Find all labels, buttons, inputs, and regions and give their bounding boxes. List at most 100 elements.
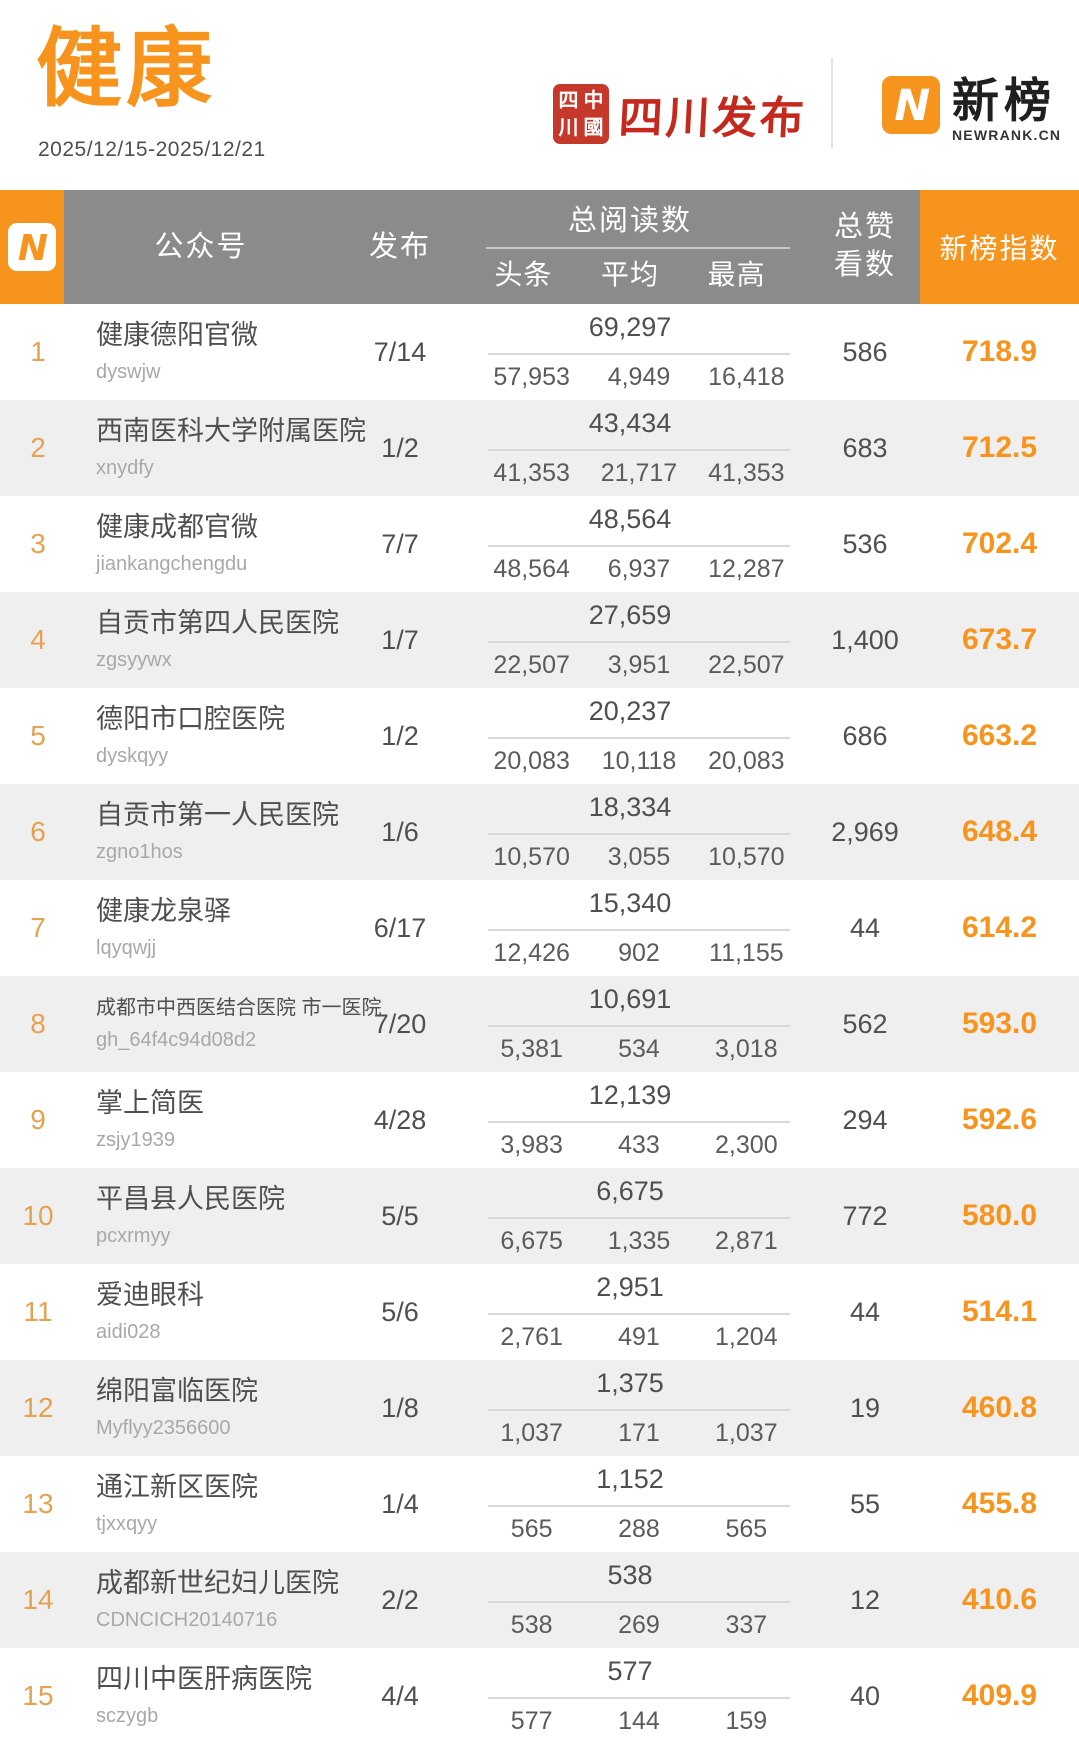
- account-id: lqyqwjj: [96, 936, 157, 959]
- publish-count: 2/2: [381, 1584, 419, 1615]
- average-reads-value: 269: [618, 1611, 660, 1639]
- total-reads-value: 43,434: [588, 408, 672, 438]
- max-reads-value: 20,083: [708, 747, 785, 775]
- rank-number: 15: [22, 1680, 54, 1711]
- reads-divider: [488, 737, 790, 739]
- average-reads-value: 21,717: [600, 459, 678, 487]
- newrank-wordmark: 新榜: [952, 74, 1056, 127]
- rank-number: 3: [30, 528, 46, 559]
- average-reads-value: 10,118: [601, 747, 677, 775]
- headline-reads-value: 10,570: [493, 843, 570, 871]
- sichuan-seal-icon: 四 中 川 國: [553, 84, 609, 144]
- account-name[interactable]: 爱迪眼科: [96, 1280, 204, 1311]
- table-row: 1 健康德阳官微 dyswjw 7/14 69,297 57,953 4,949…: [0, 304, 1079, 400]
- account-name[interactable]: 掌上简医: [96, 1088, 204, 1119]
- likes-count: 772: [842, 1200, 888, 1231]
- reads-cell: 577 577 144 159: [450, 1648, 810, 1744]
- total-reads-value: 12,139: [588, 1080, 672, 1110]
- account-cell: 爱迪眼科 aidi028: [76, 1264, 350, 1360]
- account-name[interactable]: 四川中医肝病医院: [96, 1664, 312, 1695]
- account-cell: 健康成都官微 jiankangchengdu: [76, 496, 350, 592]
- reads-divider: [488, 545, 790, 547]
- newrank-index-value: 580.0: [961, 1199, 1038, 1232]
- likes-count: 44: [849, 1296, 881, 1327]
- headline-reads-value: 41,353: [493, 459, 570, 487]
- account-name[interactable]: 西南医科大学附属医院: [96, 416, 366, 447]
- account-id: zgsyywx: [96, 648, 172, 671]
- total-reads-value: 27,659: [588, 600, 672, 630]
- account-name[interactable]: 德阳市口腔医院: [96, 704, 285, 735]
- table-header-logo-cell: N: [0, 190, 64, 304]
- account-name[interactable]: 通江新区医院: [96, 1472, 258, 1503]
- date-range: 2025/12/15-2025/12/21: [38, 138, 266, 161]
- likes-count: 683: [842, 432, 888, 463]
- reads-cell: 69,297 57,953 4,949 16,418: [450, 304, 810, 400]
- seal-char: 國: [583, 116, 604, 139]
- account-cell: 自贡市第一人民医院 zgno1hos: [76, 784, 350, 880]
- max-reads-value: 2,871: [715, 1227, 778, 1255]
- reads-divider: [488, 1217, 790, 1219]
- account-cell: 成都新世纪妇儿医院 CDNCICH20140716: [76, 1552, 350, 1648]
- header-reads-divider: [486, 247, 790, 249]
- account-cell: 健康德阳官微 dyswjw: [76, 304, 350, 400]
- newrank-index-value: 648.4: [961, 815, 1038, 848]
- col-header-account: 公众号: [154, 231, 248, 263]
- average-reads-value: 6,937: [607, 555, 671, 583]
- max-reads-value: 2,300: [715, 1131, 778, 1159]
- likes-count: 294: [842, 1104, 888, 1135]
- account-id: zgno1hos: [96, 840, 183, 863]
- newrank-index-value: 614.2: [961, 911, 1038, 944]
- likes-count: 40: [849, 1680, 881, 1711]
- account-name[interactable]: 成都市中西医结合医院 市一医院: [96, 996, 382, 1019]
- newrank-index-value: 712.5: [961, 431, 1038, 464]
- max-reads-value: 3,018: [715, 1035, 778, 1063]
- account-name[interactable]: 自贡市第一人民医院: [96, 800, 339, 831]
- account-name[interactable]: 成都新世纪妇儿医院: [96, 1568, 339, 1599]
- max-reads-value: 12,287: [708, 555, 785, 583]
- average-reads-value: 3,951: [607, 651, 671, 679]
- rank-number: 11: [23, 1296, 53, 1327]
- total-reads-value: 1,152: [596, 1464, 664, 1494]
- account-name[interactable]: 平昌县人民医院: [96, 1184, 285, 1215]
- publish-count: 4/28: [373, 1104, 427, 1135]
- table-row: 8 成都市中西医结合医院 市一医院 gh_64f4c94d08d2 7/20 1…: [0, 976, 1079, 1072]
- account-cell: 健康龙泉驿 lqyqwjj: [76, 880, 350, 976]
- rank-number: 4: [30, 624, 46, 655]
- headline-reads-value: 20,083: [493, 747, 570, 775]
- seal-char: 中: [583, 89, 604, 112]
- reads-divider: [488, 641, 790, 643]
- table-row: 13 通江新区医院 tjxxqyy 1/4 1,152 565 288 565 …: [0, 1456, 1079, 1552]
- rank-number: 5: [30, 720, 46, 751]
- rank-number: 2: [30, 432, 46, 463]
- average-reads-value: 1,335: [607, 1227, 671, 1255]
- account-id: pcxrmyy: [96, 1224, 171, 1247]
- max-reads-value: 159: [725, 1707, 768, 1735]
- max-reads-value: 1,204: [715, 1323, 778, 1351]
- total-reads-value: 48,564: [588, 504, 672, 534]
- likes-count: 44: [849, 912, 881, 943]
- average-reads-value: 144: [618, 1707, 660, 1735]
- account-name[interactable]: 健康德阳官微: [96, 320, 258, 351]
- col-header-likes: 总赞 看数: [810, 190, 920, 304]
- account-name[interactable]: 绵阳富临医院: [96, 1376, 258, 1407]
- newrank-index-value: 460.8: [961, 1391, 1038, 1424]
- newrank-index-value: 718.9: [961, 335, 1038, 368]
- account-name[interactable]: 健康龙泉驿: [96, 896, 231, 927]
- table-row: 12 绵阳富临医院 Myflyy2356600 1/8 1,375 1,037 …: [0, 1360, 1079, 1456]
- max-reads-value: 337: [725, 1611, 768, 1639]
- likes-count: 2,969: [831, 816, 899, 847]
- rank-number: 10: [22, 1200, 54, 1231]
- likes-count: 686: [842, 720, 888, 751]
- reads-cell: 538 538 269 337: [450, 1552, 810, 1648]
- likes-count: 562: [842, 1008, 888, 1039]
- account-name[interactable]: 自贡市第四人民医院: [96, 608, 339, 639]
- account-cell: 成都市中西医结合医院 市一医院 gh_64f4c94d08d2: [76, 976, 382, 1072]
- likes-count: 19: [849, 1392, 881, 1423]
- headline-reads-value: 5,381: [500, 1035, 563, 1063]
- rank-number: 12: [22, 1392, 54, 1423]
- publish-count: 1/8: [381, 1392, 419, 1423]
- account-name[interactable]: 健康成都官微: [96, 512, 258, 543]
- reads-divider: [488, 929, 790, 931]
- publish-count: 5/6: [381, 1296, 419, 1327]
- likes-count: 12: [849, 1584, 881, 1615]
